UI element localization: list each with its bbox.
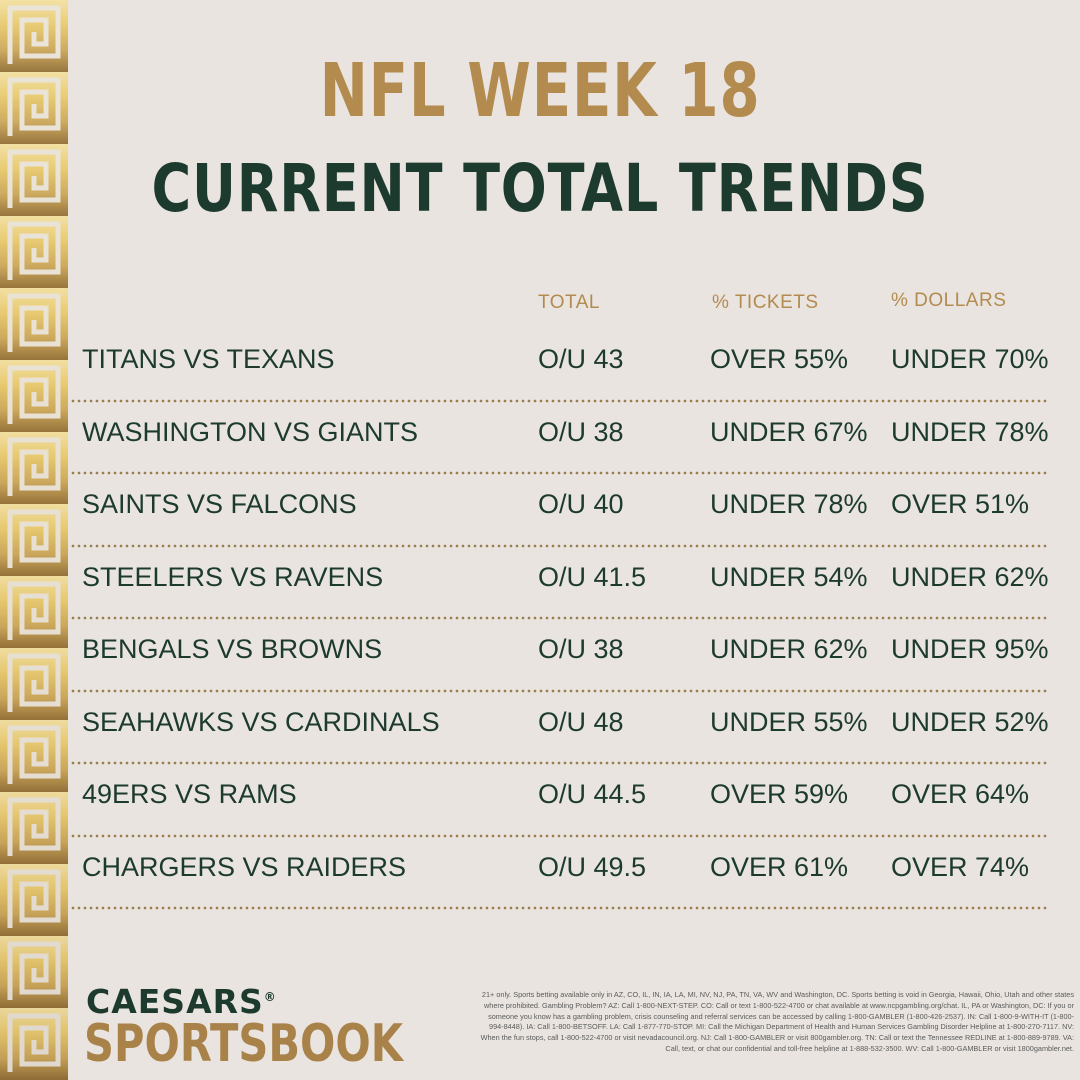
dollars-cell: UNDER 95% — [891, 634, 1049, 664]
trends-table: TITANS VS TEXANS O/U 43 OVER 55% UNDER 7… — [70, 330, 1049, 910]
matchup-cell: BENGALS VS BROWNS — [82, 634, 383, 664]
legal-disclaimer: 21+ only. Sports betting available only … — [480, 990, 1074, 1053]
dollars-cell: OVER 64% — [891, 779, 1030, 809]
matchup-cell: WASHINGTON VS GIANTS — [82, 416, 419, 447]
dollars-cell: UNDER 62% — [891, 561, 1049, 592]
total-cell: O/U 41.5 — [538, 561, 647, 592]
matchup-cell: STEELERS VS RAVENS — [82, 561, 384, 592]
tickets-cell: UNDER 78% — [710, 489, 868, 519]
tickets-cell: UNDER 55% — [710, 706, 868, 737]
total-cell: O/U 49.5 — [538, 851, 647, 882]
total-cell: O/U 38 — [538, 634, 624, 664]
caesars-logo-text: CAESARS — [86, 982, 264, 1021]
total-cell: O/U 40 — [538, 489, 624, 519]
column-header-dollars: % DOLLARS — [891, 290, 1007, 311]
table-row: TITANS VS TEXANS O/U 43 OVER 55% UNDER 7… — [70, 330, 1049, 403]
dollars-cell: OVER 74% — [891, 851, 1030, 882]
tickets-cell: OVER 61% — [710, 851, 849, 882]
total-cell: O/U 44.5 — [538, 779, 647, 809]
dollars-cell: UNDER 70% — [891, 344, 1049, 374]
table-row: STEELERS VS RAVENS O/U 41.5 UNDER 54% UN… — [70, 547, 1049, 620]
total-cell: O/U 43 — [538, 344, 624, 374]
page-title: NFL WEEK 18 — [319, 48, 761, 134]
caesars-logo: CAESARS® — [86, 982, 277, 1021]
table-row: SAINTS VS FALCONS O/U 40 UNDER 78% OVER … — [70, 475, 1048, 548]
column-header-tickets: % TICKETS — [712, 292, 819, 313]
registered-mark: ® — [263, 990, 277, 1004]
table-row: WASHINGTON VS GIANTS O/U 38 UNDER 67% UN… — [70, 402, 1049, 475]
table-row: CHARGERS VS RAIDERS O/U 49.5 OVER 61% OV… — [70, 837, 1048, 910]
matchup-cell: SEAHAWKS VS CARDINALS — [82, 706, 440, 737]
tickets-cell: OVER 59% — [710, 779, 849, 809]
tickets-cell: UNDER 54% — [710, 561, 868, 592]
matchup-cell: TITANS VS TEXANS — [82, 344, 335, 374]
table-row: BENGALS VS BROWNS O/U 38 UNDER 62% UNDER… — [70, 620, 1049, 693]
page-subtitle: CURRENT TOTAL TRENDS — [151, 150, 929, 227]
column-header-total: TOTAL — [538, 292, 600, 313]
table-row: 49ERS VS RAMS O/U 44.5 OVER 59% OVER 64% — [70, 765, 1048, 838]
dollars-cell: UNDER 52% — [891, 706, 1049, 737]
sportsbook-logo: SPORTSBOOK — [84, 1014, 403, 1074]
tickets-cell: OVER 55% — [710, 344, 849, 374]
greek-key-border-decoration — [0, 0, 68, 1080]
tickets-cell: UNDER 62% — [710, 634, 868, 664]
total-cell: O/U 48 — [538, 706, 624, 737]
dollars-cell: OVER 51% — [891, 489, 1030, 519]
tickets-cell: UNDER 67% — [710, 416, 868, 447]
total-cell: O/U 38 — [538, 416, 624, 447]
table-row: SEAHAWKS VS CARDINALS O/U 48 UNDER 55% U… — [70, 692, 1049, 765]
matchup-cell: CHARGERS VS RAIDERS — [82, 851, 407, 882]
dollars-cell: UNDER 78% — [891, 416, 1049, 447]
matchup-cell: 49ERS VS RAMS — [82, 779, 297, 809]
matchup-cell: SAINTS VS FALCONS — [82, 489, 357, 519]
